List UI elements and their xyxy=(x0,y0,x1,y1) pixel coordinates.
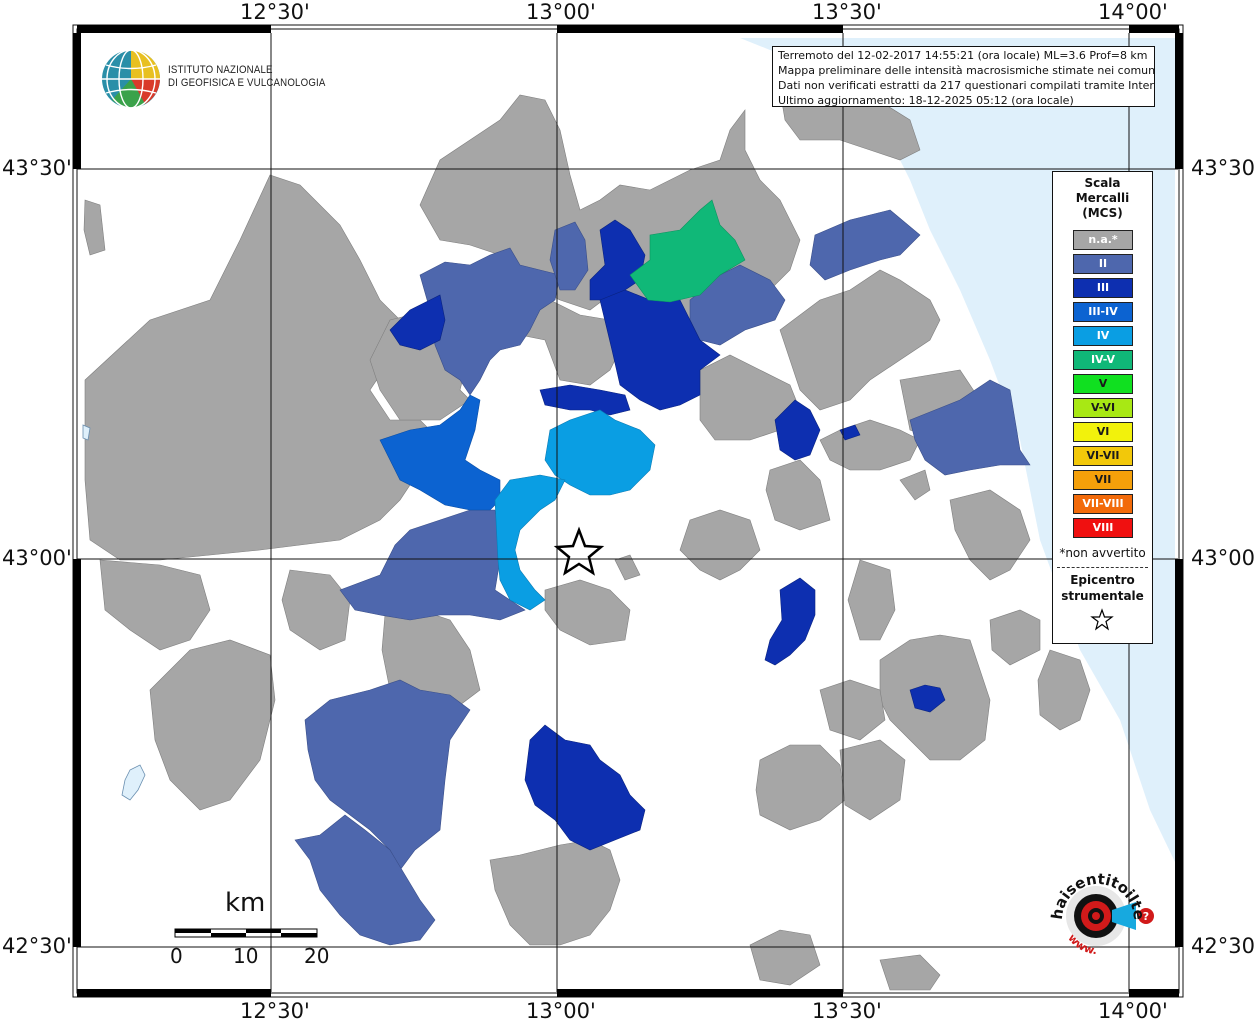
municipalities-mcs-iv-v xyxy=(629,199,746,303)
institute-line-2: DI GEOFISICA E VULCANOLOGIA xyxy=(168,77,326,89)
lat-label-right-4330: 43°30' xyxy=(1191,156,1255,180)
legend-epicenter-label: Epicentro strumentale xyxy=(1053,572,1152,604)
lon-label-top-1330: 13°30' xyxy=(812,0,882,24)
institute-line-1: ISTITUTO NAZIONALE xyxy=(168,64,273,76)
legend-swatch-vii: VII xyxy=(1073,470,1133,490)
legend-swatch-iii: III xyxy=(1073,278,1133,298)
legend-swatch-v-vi: V-VI xyxy=(1073,398,1133,418)
legend-separator xyxy=(1057,567,1148,568)
lon-label-top-1230: 12°30' xyxy=(240,0,310,24)
legend-swatch-iii-iv: III-IV xyxy=(1073,302,1133,322)
lat-label-left-4330: 43°30' xyxy=(2,156,72,180)
scale-bar xyxy=(174,928,318,938)
scale-label-10: 10 xyxy=(233,944,259,968)
legend-title: Scala Mercalli (MCS) xyxy=(1053,176,1152,221)
lat-label-left-4300: 43°00' xyxy=(2,546,72,570)
event-info-line-3: Dati non verificati estratti da 217 ques… xyxy=(778,79,1155,92)
mcs-legend: Scala Mercalli (MCS) n.a.* II III III-IV… xyxy=(1052,171,1153,644)
municipalities-na xyxy=(83,79,1091,991)
lon-label-top-1400: 14°00' xyxy=(1098,0,1168,24)
event-info-line-1: Terremoto del 12-02-2017 14:55:21 (ora l… xyxy=(778,49,1148,62)
legend-star-icon xyxy=(1090,608,1114,631)
legend-epicenter-line-1: Epicentro xyxy=(1070,573,1135,587)
event-info-line-4: Ultimo aggiornamento: 18-12-2025 05:12 (… xyxy=(778,94,1074,107)
coordinate-grid xyxy=(77,33,1178,992)
event-info-line-2: Mappa preliminare delle intensità macros… xyxy=(778,64,1155,77)
legend-swatch-iv: IV xyxy=(1073,326,1133,346)
legend-title-line-2: Mercalli xyxy=(1075,191,1130,205)
epicenter-star xyxy=(553,526,605,576)
municipalities-mcs-iii xyxy=(389,219,946,851)
legend-title-line-1: Scala xyxy=(1084,176,1121,190)
legend-na-note: *non avvertito xyxy=(1059,546,1146,560)
lon-label-bottom-1300: 13°00' xyxy=(526,999,596,1023)
ingv-globe-logo-icon xyxy=(102,49,160,109)
lon-label-top-1300: 13°00' xyxy=(526,0,596,24)
municipalities-mcs-iii-iv xyxy=(379,394,501,511)
legend-swatch-v: V xyxy=(1073,374,1133,394)
legend-swatch-vi: VI xyxy=(1073,422,1133,442)
legend-swatch-ii: II xyxy=(1073,254,1133,274)
legend-epicenter-line-2: strumentale xyxy=(1061,589,1144,603)
lat-label-left-4230: 42°30' xyxy=(2,934,72,958)
map-frame xyxy=(72,24,1184,998)
lon-label-bottom-1330: 13°30' xyxy=(812,999,882,1023)
svg-text:?: ? xyxy=(1143,910,1149,923)
event-info-box: Terremoto del 12-02-2017 14:55:21 (ora l… xyxy=(772,46,1155,107)
lat-label-right-4300: 43°00' xyxy=(1191,546,1255,570)
lon-label-bottom-1400: 14°00' xyxy=(1098,999,1168,1023)
municipalities-mcs-iv xyxy=(494,409,656,611)
lon-label-bottom-1230: 12°30' xyxy=(240,999,310,1023)
scale-label-20: 20 xyxy=(304,944,330,968)
municipalities-mcs-ii xyxy=(294,209,1031,946)
legend-swatch-vii-viii: VII-VIII xyxy=(1073,494,1133,514)
legend-swatch-vi-vii: VI-VII xyxy=(1073,446,1133,466)
haisentito-logo-icon: ? haisentitoilterremoto.it www. xyxy=(1038,858,1154,957)
lakes xyxy=(82,424,146,801)
scale-unit: km xyxy=(225,888,266,918)
scale-label-0: 0 xyxy=(170,944,183,968)
institute-name: ISTITUTO NAZIONALE DI GEOFISICA E VULCAN… xyxy=(168,64,326,90)
legend-swatch-na: n.a.* xyxy=(1073,230,1133,250)
legend-title-line-3: (MCS) xyxy=(1082,206,1123,220)
legend-swatch-viii: VIII xyxy=(1073,518,1133,538)
legend-swatch-iv-v: IV-V xyxy=(1073,350,1133,370)
lat-label-right-4230: 42°30' xyxy=(1191,934,1255,958)
legend-swatches: n.a.* II III III-IV IV IV-V V V-VI VI VI… xyxy=(1073,230,1133,542)
